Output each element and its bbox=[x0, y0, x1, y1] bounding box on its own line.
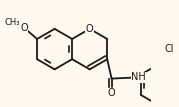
Text: NH: NH bbox=[131, 72, 146, 82]
Text: O: O bbox=[86, 24, 93, 34]
Text: Cl: Cl bbox=[165, 44, 174, 54]
Text: O: O bbox=[108, 88, 115, 98]
Text: O: O bbox=[20, 23, 28, 33]
Text: CH₃: CH₃ bbox=[5, 18, 20, 27]
